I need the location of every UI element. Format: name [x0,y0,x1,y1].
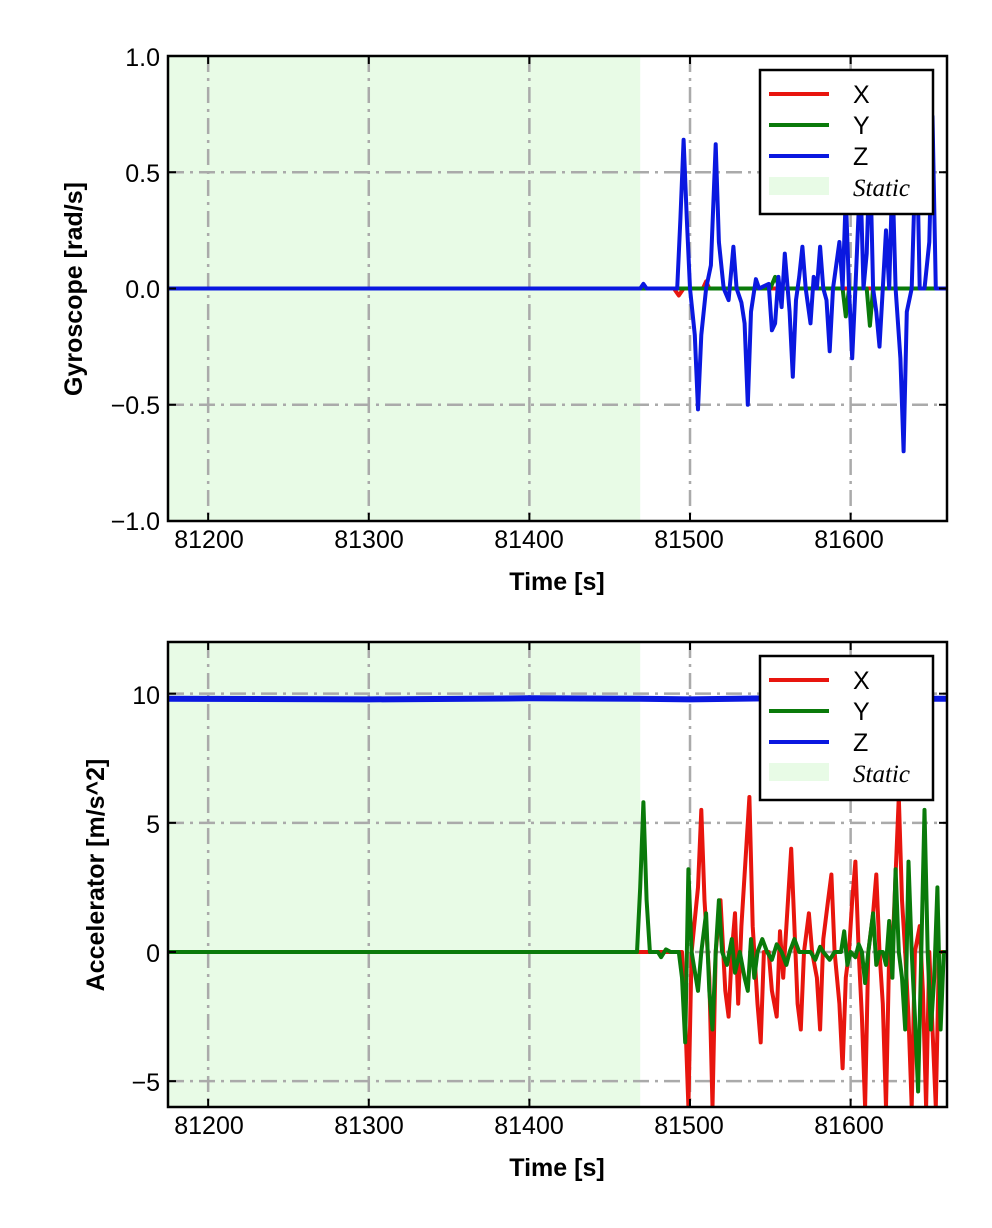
ytick-label: 5 [146,811,160,839]
accelerator-chart: 81200 81300 81400 81500 81600 −5 0 5 10 … [82,640,949,1182]
ticks [168,55,947,522]
series-x-line [168,795,947,1107]
plot-frame [166,640,949,1109]
legend-label-y: Y [853,112,870,140]
legend: X Y Z Static [758,68,935,216]
xtick-label: 81600 [814,1112,884,1140]
xtick-label: 81200 [174,526,244,554]
ytick-label: 1.0 [125,44,160,72]
legend-label-z: Z [853,143,868,171]
xtick-label: 81300 [334,1112,404,1140]
xtick-label: 81500 [654,526,724,554]
legend-label-x: X [853,667,870,695]
x-axis-title: Time [s] [509,1154,604,1182]
gyroscope-chart: 81200 81300 81400 81500 81600 −1.0 −0.5 … [60,44,949,596]
legend-label-y: Y [853,698,870,726]
legend-label-static: Static [853,175,910,202]
legend-swatch-static [769,177,829,195]
series-y-line [168,800,947,1094]
legend: X Y Z Static [758,654,935,802]
ytick-label: 0.0 [125,276,160,304]
ytick-label: 10 [132,682,160,710]
legend-label-x: X [853,81,870,109]
series-y-line [168,274,947,328]
y-axis-title: Gyroscope [rad/s] [60,182,88,396]
ytick-label: −1.0 [111,508,160,536]
y-axis-title: Accelerator [m/s^2] [82,759,110,992]
ytick-label: −0.5 [111,392,160,420]
legend-swatch-static [769,763,829,781]
xtick-label: 81300 [334,526,404,554]
legend-label-z: Z [853,729,868,757]
xtick-label: 81400 [494,526,564,554]
ytick-label: 0 [146,940,160,968]
static-region [168,642,641,1107]
legend-label-static: Static [853,761,910,788]
xtick-label: 81400 [494,1112,564,1140]
ticks [168,642,947,1107]
xtick-label: 81200 [174,1112,244,1140]
ytick-label: −5 [131,1069,160,1097]
xtick-label: 81500 [654,1112,724,1140]
x-axis-title: Time [s] [509,568,604,596]
ytick-label: 0.5 [125,160,160,188]
xtick-label: 81600 [814,526,884,554]
